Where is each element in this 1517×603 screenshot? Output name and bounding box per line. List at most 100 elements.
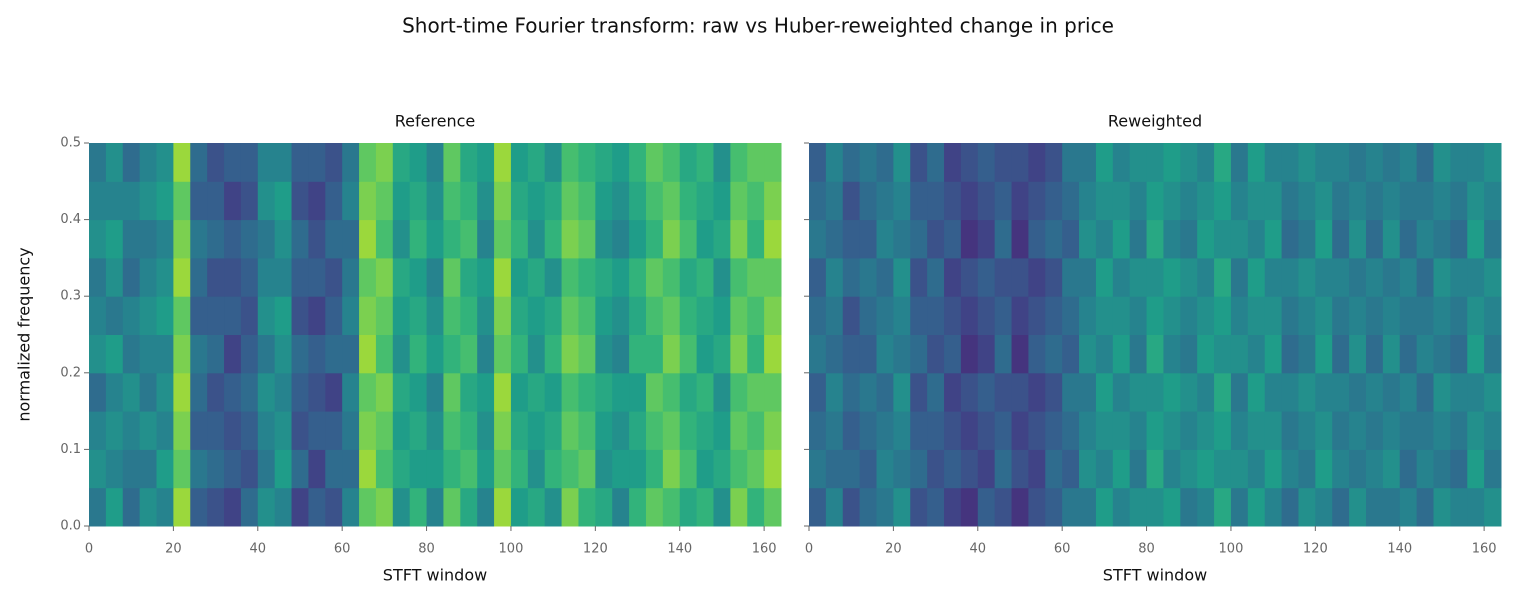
- heat-cell: [257, 372, 276, 412]
- heat-cell: [173, 181, 191, 221]
- heat-cell: [342, 334, 360, 374]
- heat-cell: [1230, 296, 1249, 335]
- heat-cell: [527, 372, 546, 412]
- heat-cell: [960, 257, 979, 297]
- heat-cell: [994, 372, 1013, 412]
- heat-cell: [494, 257, 512, 297]
- heat-cell: [1180, 411, 1198, 450]
- heat-cell: [825, 372, 844, 412]
- heat-cell: [308, 411, 326, 450]
- heat-cell: [910, 487, 928, 527]
- heat-cell: [1214, 181, 1232, 221]
- heat-cell: [1450, 487, 1468, 527]
- heat-cell: [960, 181, 979, 221]
- heat-cell: [342, 219, 360, 259]
- heat-cell: [1045, 219, 1063, 259]
- heat-cell: [105, 219, 124, 259]
- heat-cell: [1079, 372, 1097, 412]
- heat-cell: [629, 143, 647, 182]
- heat-cell: [274, 219, 293, 259]
- heat-cell: [910, 449, 928, 489]
- heat-cell: [1298, 372, 1316, 412]
- heat-cell: [460, 257, 478, 297]
- x-tick-label: 80: [1138, 542, 1155, 557]
- heat-cell: [747, 257, 765, 297]
- heat-cell: [409, 487, 428, 527]
- heat-cell: [1028, 296, 1046, 335]
- heat-cell: [825, 181, 844, 221]
- heat-cell: [139, 181, 158, 221]
- heat-cell: [1382, 449, 1401, 489]
- heat-cell: [1450, 296, 1468, 335]
- heat-cell: [156, 219, 174, 259]
- heat-cell: [426, 257, 444, 297]
- heat-cell: [1214, 296, 1232, 335]
- heat-cell: [1095, 143, 1114, 182]
- heat-cell: [696, 487, 714, 527]
- heat-cell: [859, 143, 878, 182]
- heat-cell: [89, 219, 107, 259]
- heat-cell: [1146, 487, 1164, 527]
- heat-cell: [645, 487, 664, 527]
- heat-cell: [578, 296, 596, 335]
- heat-cell: [1450, 449, 1468, 489]
- heat-cell: [342, 143, 360, 182]
- heat-cell: [308, 487, 326, 527]
- heat-cell: [224, 296, 242, 335]
- heat-cell: [578, 411, 596, 450]
- heat-cell: [494, 411, 512, 450]
- y-tick-label: 0.0: [60, 519, 81, 534]
- heat-cell: [1247, 181, 1266, 221]
- heat-cell: [1197, 334, 1215, 374]
- heat-cell: [477, 449, 495, 489]
- heat-cell: [544, 296, 563, 335]
- heat-cell: [764, 257, 782, 297]
- heat-cell: [1332, 449, 1350, 489]
- heat-cell: [595, 487, 613, 527]
- heat-cell: [1045, 257, 1063, 297]
- heat-cell: [1146, 257, 1164, 297]
- heat-cell: [375, 487, 394, 527]
- heat-cell: [1079, 411, 1097, 450]
- heat-cell: [544, 219, 563, 259]
- heat-cell: [1450, 257, 1468, 297]
- heat-cell: [612, 411, 630, 450]
- heat-cell: [1112, 296, 1131, 335]
- heat-cell: [1264, 219, 1283, 259]
- heat-cell: [122, 257, 141, 297]
- heat-cell: [1433, 143, 1451, 182]
- heat-cell: [359, 219, 377, 259]
- heat-cell: [1399, 449, 1418, 489]
- heat-cell: [527, 296, 546, 335]
- heat-cell: [1230, 411, 1249, 450]
- heat-cell: [713, 449, 731, 489]
- heat-cell: [1332, 257, 1350, 297]
- heat-cell: [1399, 411, 1418, 450]
- heat-cell: [1129, 449, 1148, 489]
- heat-cell: [1011, 257, 1029, 297]
- heat-cell: [392, 334, 411, 374]
- heat-cell: [1028, 411, 1046, 450]
- heat-cell: [156, 143, 174, 182]
- heat-cell: [910, 219, 928, 259]
- heat-cell: [730, 219, 748, 259]
- heat-cell: [443, 411, 461, 450]
- heat-cell: [426, 372, 444, 412]
- heat-cell: [122, 181, 141, 221]
- heat-cell: [1467, 296, 1485, 335]
- heat-cell: [629, 487, 647, 527]
- heat-cell: [809, 219, 827, 259]
- heat-cell: [224, 334, 242, 374]
- heat-cell: [122, 334, 141, 374]
- heat-cell: [876, 372, 894, 412]
- heat-cell: [359, 334, 377, 374]
- heat-cell: [527, 334, 546, 374]
- heat-cell: [1349, 372, 1367, 412]
- heat-cell: [1112, 143, 1131, 182]
- heat-cell: [527, 257, 546, 297]
- heat-cell: [747, 487, 765, 527]
- heat-cell: [1281, 296, 1299, 335]
- heat-cell: [1247, 296, 1266, 335]
- x-tick-label: 160: [1472, 542, 1497, 557]
- heat-cell: [291, 449, 309, 489]
